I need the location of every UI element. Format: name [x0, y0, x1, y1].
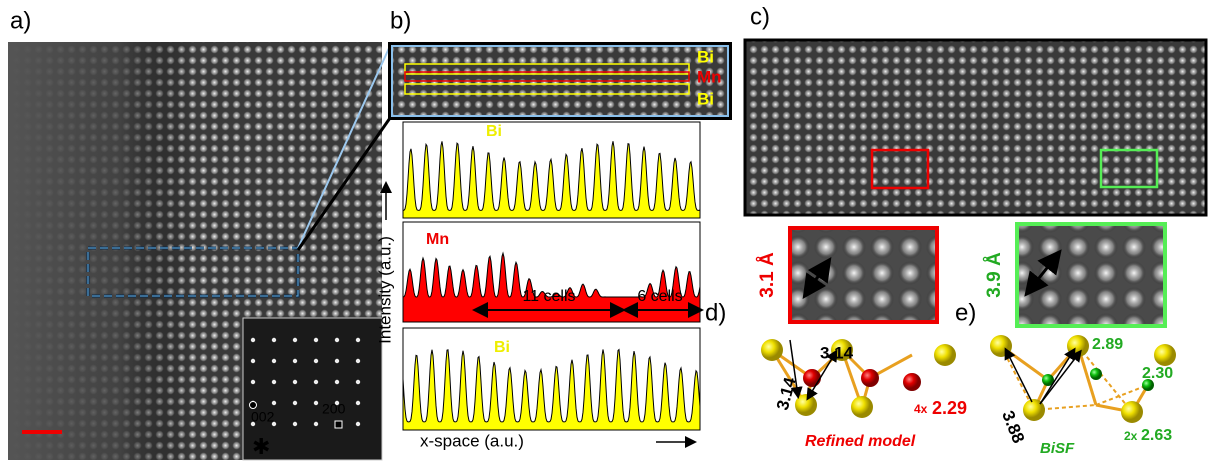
fft-spot: [251, 338, 255, 342]
figure: a) ✱ 002 200 b) Bi Mn Bi Bi Mn Bi 11 cel…: [0, 0, 1214, 462]
fft-spot: [272, 338, 276, 342]
profile-label: Bi: [486, 123, 502, 140]
multiplier: 2x: [1124, 429, 1138, 443]
fft-spot: [272, 380, 276, 384]
fft-spot: [335, 338, 339, 342]
fft-spot: [356, 380, 360, 384]
atom: [803, 369, 821, 387]
bond-length: 2.30: [1142, 365, 1173, 382]
fft-spot: [335, 380, 339, 384]
fft-spot: [314, 401, 318, 405]
fft-label: 200: [322, 401, 346, 417]
profile-label: Bi: [494, 339, 510, 356]
zoom-inset: [790, 228, 937, 322]
fft-spot: [251, 359, 255, 363]
atom: [761, 339, 783, 361]
strip-label: Bi: [697, 89, 714, 108]
fft-spot: [314, 359, 318, 363]
bond-length: 2.89: [1092, 336, 1123, 353]
fft-spot: [356, 401, 360, 405]
span-label: 6 cells: [637, 288, 682, 305]
fft-spot: [293, 380, 297, 384]
fft-spot: [356, 359, 360, 363]
fft-spot: [293, 401, 297, 405]
y-axis-label: Intensity (a.u.): [375, 236, 394, 344]
fft-spot: [314, 338, 318, 342]
strip-label: Bi: [697, 47, 714, 66]
profile-label: Mn: [426, 231, 449, 248]
atom: [903, 373, 921, 391]
stem-image: [745, 40, 1206, 215]
profiles: [403, 122, 700, 430]
fft-spot: [314, 422, 318, 426]
fft-spot: [335, 359, 339, 363]
atom: [1121, 401, 1143, 423]
fft-center: ✱: [252, 434, 270, 459]
bond-length: 3.88: [998, 408, 1028, 446]
x-axis-label: x-space (a.u.): [420, 431, 524, 450]
model-caption: Refined model: [805, 433, 916, 450]
span-label: 11 cells: [522, 288, 575, 305]
atom: [990, 335, 1012, 357]
atom: [1154, 344, 1176, 366]
fft-spot: [293, 422, 297, 426]
fft-label: 002: [251, 409, 275, 425]
panel-label: d): [705, 299, 726, 326]
fft-spot: [356, 338, 360, 342]
bond-length: 2.63: [1141, 427, 1172, 444]
model-caption: BiSF: [1040, 440, 1075, 457]
distance-label: 3.9 Å: [984, 252, 1005, 298]
atom: [1090, 368, 1102, 380]
fft-spot: [314, 380, 318, 384]
fft-spot: [251, 380, 255, 384]
multiplier: 4x: [914, 402, 928, 416]
fft-marker: [335, 421, 342, 428]
panel-label: a): [10, 7, 31, 34]
bond-length: 3.14: [820, 343, 854, 362]
atom: [934, 344, 956, 366]
strip-label: Mn: [697, 67, 722, 86]
fft-spot: [272, 359, 276, 363]
fft-spot: [272, 401, 276, 405]
atom: [795, 394, 817, 416]
zoom-inset: [1017, 224, 1165, 326]
fft-spot: [293, 359, 297, 363]
panel-label: e): [955, 299, 976, 326]
fft-spot: [356, 422, 360, 426]
atom: [851, 396, 873, 418]
panel-label: c): [750, 3, 770, 30]
fft-marker: [250, 402, 257, 409]
fft-spot: [293, 338, 297, 342]
distance-label: 3.1 Å: [757, 252, 778, 298]
atom: [861, 369, 879, 387]
panel-label: b): [390, 7, 411, 34]
bond-length: 2.29: [932, 398, 967, 418]
